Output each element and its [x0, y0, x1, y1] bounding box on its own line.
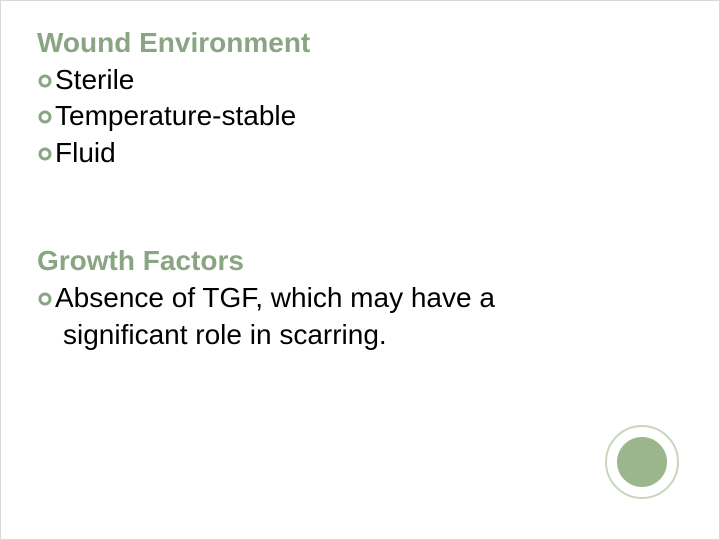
list-item-text: Fluid [55, 135, 116, 171]
bullet-icon [37, 291, 53, 307]
list-item-text: Absence of TGF, which may have a [55, 280, 495, 316]
list-item: Temperature-stable [37, 98, 683, 134]
list-item-text: Sterile [55, 62, 134, 98]
list-item-text: Temperature-stable [55, 98, 296, 134]
section-title: Growth Factors [37, 243, 683, 278]
section-title: Wound Environment [37, 25, 683, 60]
bullet-icon [37, 109, 53, 125]
list-item: Sterile [37, 62, 683, 98]
list-item-text: significant role in scarring. [63, 317, 387, 353]
decorative-badge-icon [605, 425, 679, 499]
list-item: Absence of TGF, which may have a [37, 280, 683, 316]
bullet-icon [37, 146, 53, 162]
list-item: Fluid [37, 135, 683, 171]
slide: Wound Environment Sterile Temperature-st… [0, 0, 720, 540]
bullet-icon [37, 73, 53, 89]
section-gap [37, 171, 683, 243]
list-item-continuation: significant role in scarring. [37, 317, 683, 353]
slide-content: Wound Environment Sterile Temperature-st… [37, 25, 683, 353]
